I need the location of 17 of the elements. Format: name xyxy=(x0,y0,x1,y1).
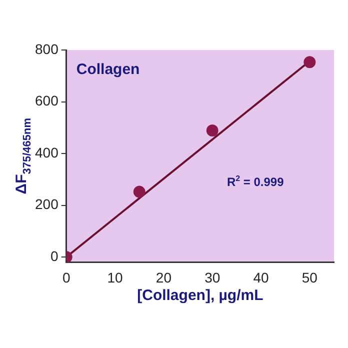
point xyxy=(133,186,146,198)
y-tick-label: 600 xyxy=(35,92,59,109)
text: Collagen xyxy=(76,61,140,78)
x-tick-label: 10 xyxy=(107,269,124,286)
y-tick-label: 400 xyxy=(35,144,59,160)
y-tick-label: 800 xyxy=(35,40,59,57)
y-tick-label: 0 xyxy=(50,248,59,264)
x-axis-title: [Collagen], µg/mL xyxy=(137,287,264,304)
x-tick-label: 40 xyxy=(253,269,270,286)
x-tick-label: 50 xyxy=(302,269,318,286)
y-tick-label: 200 xyxy=(35,196,59,212)
point xyxy=(206,124,218,136)
y-axis-title: ΔF375/465nm xyxy=(13,118,34,194)
x-tick-label: 20 xyxy=(156,269,172,286)
x-tick-label: 0 xyxy=(62,269,70,286)
x-tick-label: 30 xyxy=(204,269,220,286)
point xyxy=(304,56,316,68)
